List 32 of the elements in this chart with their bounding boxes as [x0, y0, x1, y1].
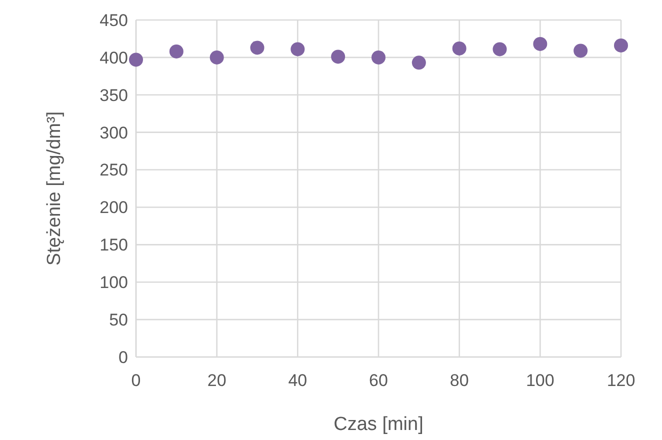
point — [372, 50, 386, 64]
x-tick-label: 100 — [526, 371, 554, 390]
point — [412, 56, 426, 70]
point — [452, 41, 466, 56]
y-tick-label: 350 — [100, 86, 128, 105]
y-tick-label: 100 — [100, 273, 128, 292]
y-tick-label: 0 — [118, 348, 128, 367]
point — [574, 44, 588, 58]
y-tick-label: 150 — [100, 236, 128, 255]
point — [533, 36, 548, 51]
x-tick-label: 120 — [606, 371, 636, 390]
y-tick-label: 50 — [109, 310, 128, 330]
point — [492, 42, 507, 56]
point — [614, 38, 628, 52]
point — [129, 52, 143, 67]
y-axis-title: Stężenie [mg/dm³] — [44, 111, 65, 266]
x-tick-label: 80 — [450, 371, 469, 390]
point — [290, 42, 305, 56]
point — [331, 50, 346, 64]
y-tick-label: 300 — [100, 123, 128, 142]
point — [210, 50, 224, 64]
y-tick-label: 450 — [100, 10, 128, 30]
point — [250, 40, 264, 55]
point — [169, 44, 184, 58]
x-tick-label: 0 — [131, 371, 141, 390]
y-tick-label: 200 — [100, 198, 128, 218]
y-tick-label: 400 — [100, 48, 128, 68]
x-axis-title: Czas [min] — [334, 414, 424, 435]
x-tick-label: 40 — [288, 371, 308, 390]
y-tick-label: 250 — [100, 160, 128, 180]
x-tick-label: 60 — [369, 371, 388, 390]
x-tick-label: 20 — [207, 371, 226, 390]
